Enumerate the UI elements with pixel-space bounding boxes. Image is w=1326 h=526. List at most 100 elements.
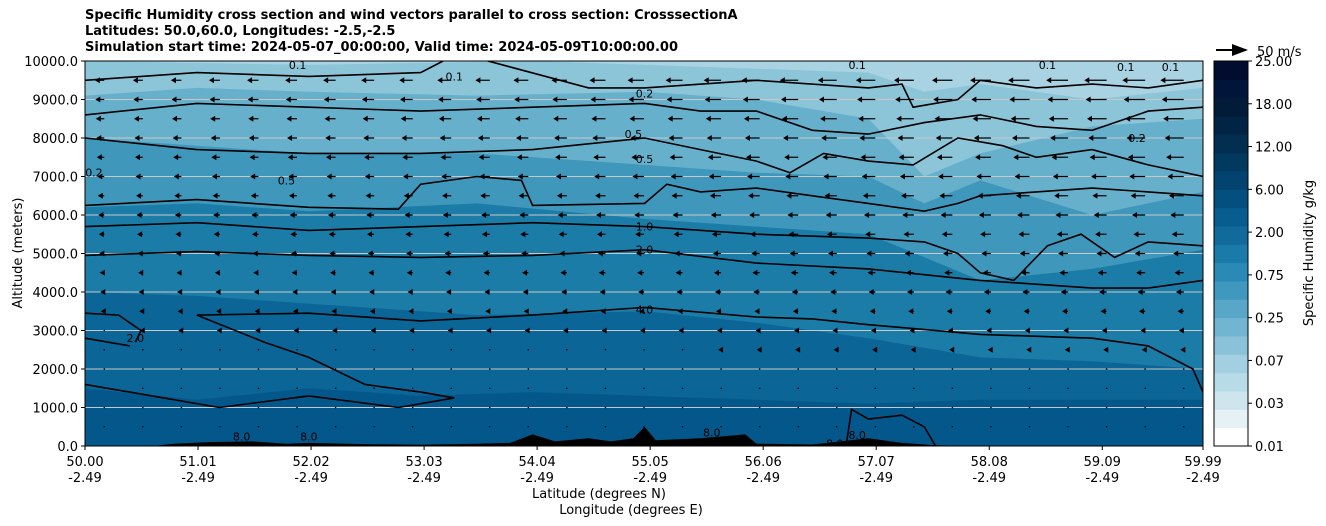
wind-vector-head — [98, 231, 104, 238]
wind-vector-head — [172, 135, 178, 141]
wind-vector-head — [97, 173, 103, 180]
wind-vector-head — [945, 289, 951, 295]
wind-vector-head — [134, 135, 140, 141]
wind-vector — [1105, 387, 1108, 390]
wind-vector-head — [1101, 327, 1107, 334]
y-axis: 0.0 1000.0 2000.0 3000.0 4000.0 5000.0 6000.0 7… — [24, 55, 85, 455]
wind-vector-head — [934, 115, 940, 122]
x-axis: 50.00-2.4951.01-2.4952.02-2.4953.03-2.49… — [66, 446, 1222, 486]
wind-vector-head — [483, 269, 489, 276]
wind-vector-head — [557, 212, 563, 218]
wind-vector-head — [669, 154, 675, 161]
wind-vector-head — [369, 308, 375, 315]
contour-label: 0.1 — [848, 59, 866, 72]
wind-vector-head — [521, 250, 527, 257]
colorbar-segment — [1214, 372, 1248, 392]
wind-vector — [1144, 406, 1146, 409]
wind-vector — [142, 425, 144, 428]
wind-vector-head — [976, 173, 982, 180]
wind-vector-head — [519, 212, 525, 218]
wind-vector-head — [403, 173, 409, 180]
wind-vector-head — [895, 96, 901, 103]
wind-vector-head — [940, 212, 946, 218]
colorbar-segment — [1214, 152, 1248, 172]
wind-vector — [643, 406, 645, 409]
wind-vector-head — [788, 231, 794, 238]
colorbar-tick-label: 25.00 — [1255, 55, 1292, 70]
terrain — [85, 426, 1203, 446]
wind-vector-head — [864, 212, 870, 218]
wind-vector-head — [210, 135, 216, 141]
wind-vector-head — [1019, 250, 1025, 257]
colorbar-tick-label: 18.00 — [1255, 98, 1292, 113]
wind-vector-head — [947, 327, 953, 334]
wind-vector-head — [409, 327, 415, 334]
wind-vector — [1182, 406, 1185, 409]
wind-vector — [797, 368, 800, 370]
wind-vector — [1067, 425, 1069, 428]
wind-key-label: 50 m/s — [1257, 45, 1302, 60]
wind-vector-head — [780, 96, 786, 103]
wind-vector-head — [552, 96, 558, 103]
y-tick-label: 8000.0 — [33, 132, 79, 147]
wind-vector — [758, 387, 761, 390]
wind-vector-head — [1092, 192, 1098, 199]
wind-vector-head — [705, 115, 711, 122]
wind-vector-head — [99, 269, 105, 276]
wind-vector — [527, 387, 530, 390]
colorbar-segment — [1214, 391, 1248, 410]
wind-vector — [411, 425, 414, 428]
contour-label: 0.1 — [1162, 61, 1180, 74]
wind-vector-head — [1012, 135, 1018, 141]
wind-vector-head — [630, 135, 636, 141]
wind-vector-head — [1174, 269, 1180, 276]
wind-vectors — [94, 77, 1186, 428]
wind-vector-head — [551, 77, 557, 84]
wind-vector-head — [674, 250, 680, 257]
wind-vector — [990, 368, 992, 370]
wind-vector-head — [1163, 115, 1169, 122]
contour-line — [845, 408, 937, 446]
wind-vector-head — [442, 192, 448, 199]
wind-vector — [257, 387, 260, 390]
wind-vector-head — [1013, 154, 1019, 161]
wind-vector-head — [782, 115, 788, 122]
x-tick-label-lon: -2.49 — [1186, 471, 1220, 486]
x-tick-label-lat: 53.03 — [405, 455, 442, 470]
wind-vector-head — [1091, 173, 1097, 180]
wind-vector-head — [441, 173, 447, 180]
wind-vector-head — [1127, 154, 1133, 161]
wind-vector — [835, 406, 838, 409]
wind-vector — [835, 425, 838, 428]
wind-vector-head — [717, 327, 723, 334]
wind-vector-head — [902, 212, 908, 218]
wind-vector — [257, 368, 260, 370]
wind-vector-head — [1129, 173, 1135, 180]
wind-vector-head — [632, 173, 638, 180]
wind-vector-head — [402, 154, 408, 161]
wind-vector — [450, 348, 453, 351]
wind-vector-head — [713, 269, 719, 276]
wind-vector-head — [133, 115, 139, 122]
wind-vector-head — [1048, 115, 1054, 122]
wind-vector-head — [330, 269, 336, 276]
wind-vector-head — [986, 327, 992, 334]
wind-vector-head — [860, 154, 866, 161]
wind-vector-head — [215, 289, 221, 295]
wind-vector — [527, 348, 530, 351]
wind-vector-head — [1021, 269, 1027, 276]
wind-vector-head — [287, 154, 293, 161]
wind-vector-head — [791, 289, 797, 295]
wind-vector — [643, 348, 645, 351]
colorbar-segment — [1214, 281, 1248, 300]
wind-vector — [450, 387, 453, 390]
wind-vector-head — [858, 115, 864, 122]
wind-vector-head — [328, 231, 334, 238]
x-tick-label-lon: -2.49 — [68, 471, 102, 486]
y-tick-label: 5000.0 — [33, 248, 79, 263]
wind-vector-head — [247, 77, 253, 84]
wind-vector — [643, 387, 645, 390]
wind-vector-head — [406, 269, 412, 276]
wind-vector — [566, 406, 568, 409]
